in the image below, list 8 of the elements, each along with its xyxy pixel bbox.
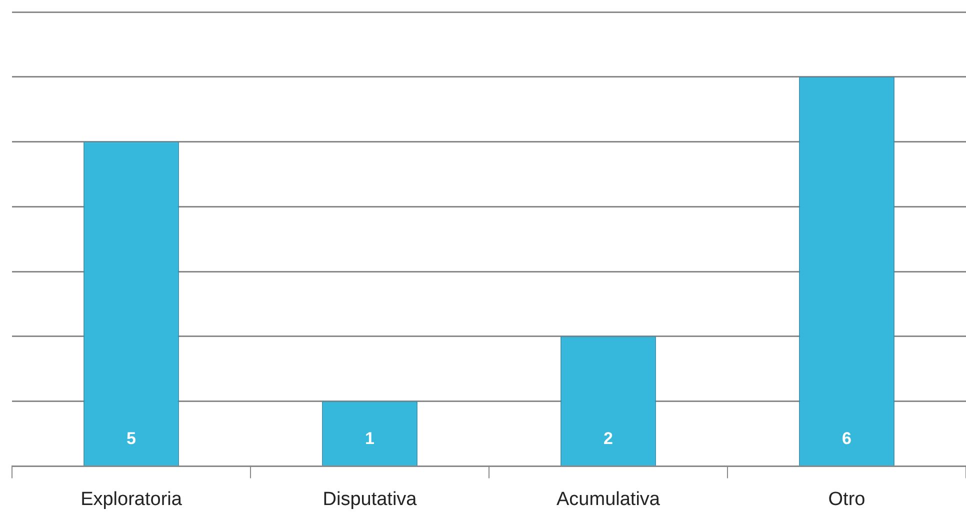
data-label: 5 [126, 429, 136, 448]
data-label: 6 [842, 429, 852, 448]
x-tick-label: Otro [828, 488, 866, 510]
data-label: 2 [604, 429, 613, 448]
x-tick-label: Acumulativa [556, 488, 660, 510]
x-tick-label: Disputativa [322, 488, 418, 510]
data-label: 1 [365, 429, 374, 448]
x-tick-label: Exploratoria [80, 488, 182, 510]
